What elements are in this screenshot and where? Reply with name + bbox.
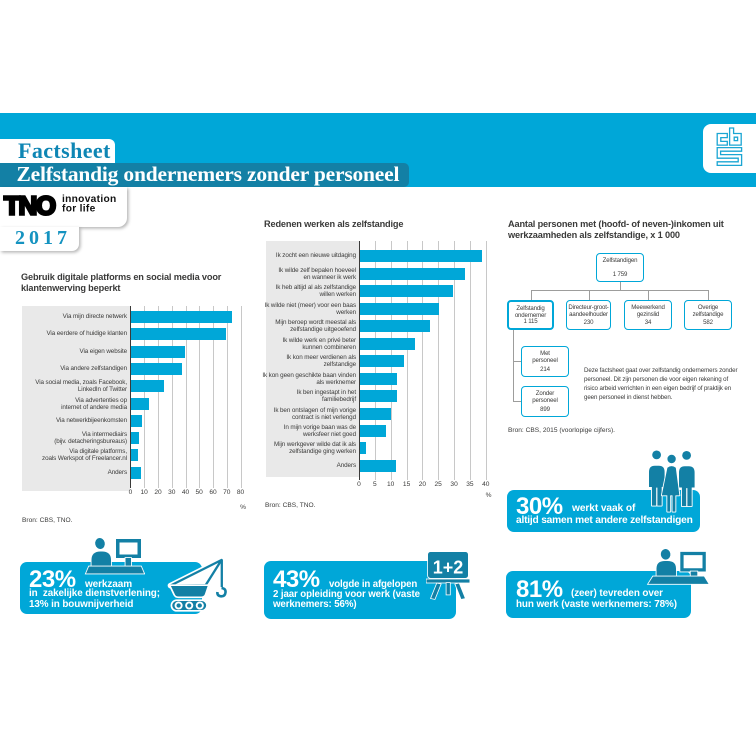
svg-text:TNO: TNO (4, 191, 56, 221)
svg-text:for life: for life (62, 203, 96, 214)
svg-text:1+2: 1+2 (433, 558, 464, 578)
svg-text:innovation: innovation (62, 194, 117, 205)
